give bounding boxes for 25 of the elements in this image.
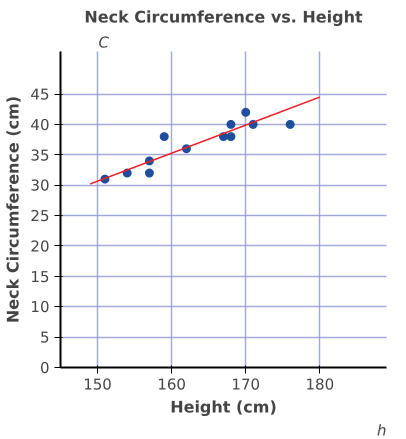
text: h — [376, 422, 387, 439]
y-tick-label: 35 — [30, 146, 50, 164]
y-tick-label: 0 — [40, 359, 50, 377]
y-tick-label: 45 — [30, 86, 50, 104]
point — [160, 132, 169, 142]
x-tick-label: 170 — [231, 376, 260, 394]
x-tick-label: 160 — [157, 376, 186, 394]
y-tick-label: 15 — [30, 268, 50, 286]
y-tick-label: 5 — [40, 328, 50, 347]
chart-title: Neck Circumference vs. Height — [84, 8, 363, 26]
x-tick-label: 150 — [83, 376, 112, 394]
y-axis-title: Neck Circumference (cm) — [3, 96, 22, 324]
point — [241, 108, 250, 117]
y-tick-label: 40 — [30, 116, 50, 134]
text: C — [98, 34, 110, 52]
y-tick-label: 30 — [30, 176, 50, 195]
point — [286, 120, 295, 129]
x-tick-label: 180 — [306, 376, 334, 394]
x-axis-title: Height (cm) — [170, 398, 277, 416]
point — [226, 120, 236, 129]
y-tick-label: 25 — [30, 207, 50, 226]
point — [144, 168, 154, 178]
point — [226, 132, 236, 142]
y-tick-label: 20 — [30, 237, 50, 256]
y-tick-label: 10 — [30, 298, 50, 316]
